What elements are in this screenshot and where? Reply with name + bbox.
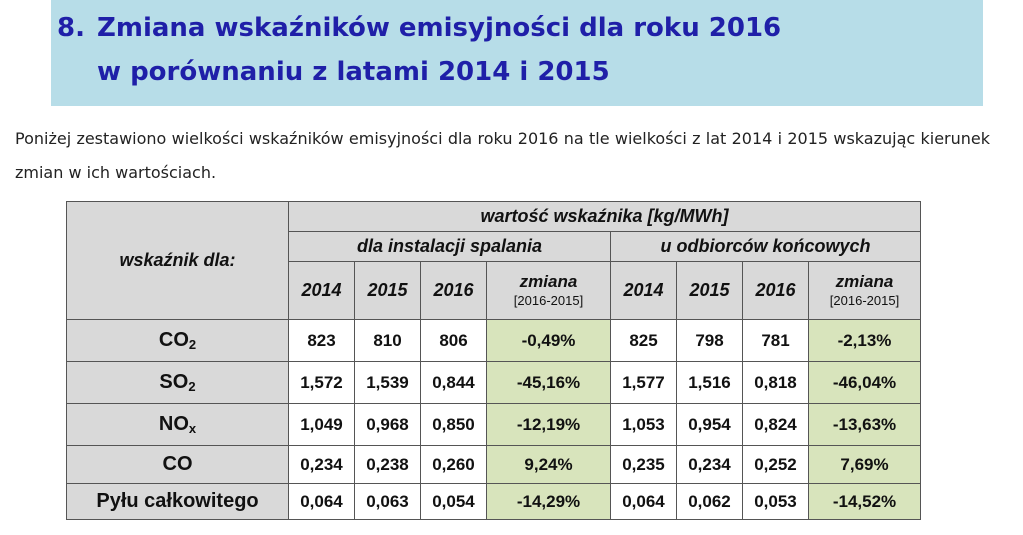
value-cell: 0,968 <box>354 403 421 446</box>
year-header: 2016 <box>420 261 487 320</box>
section-number: 8. <box>57 13 85 43</box>
value-cell: 0,238 <box>354 445 421 484</box>
value-cell: 0,234 <box>288 445 355 484</box>
change-cell: 7,69% <box>808 445 921 484</box>
value-cell: 0,954 <box>676 403 743 446</box>
value-cell: 806 <box>420 319 487 362</box>
table-row: SO2 1,572 1,539 0,844 -45,16% 1,577 1,51… <box>66 361 921 404</box>
intro-paragraph: Poniżej zestawiono wielkości wskaźników … <box>15 129 990 182</box>
value-cell: 1,049 <box>288 403 355 446</box>
value-cell: 798 <box>676 319 743 362</box>
value-cell: 0,063 <box>354 483 421 520</box>
change-cell: -2,13% <box>808 319 921 362</box>
change-header: zmiana [2016-2015] <box>486 261 611 320</box>
value-cell: 810 <box>354 319 421 362</box>
value-cell: 0,054 <box>420 483 487 520</box>
value-cell: 1,053 <box>610 403 677 446</box>
change-cell: -12,19% <box>486 403 611 446</box>
value-cell: 0,844 <box>420 361 487 404</box>
value-cell: 0,260 <box>420 445 487 484</box>
value-cell: 0,252 <box>742 445 809 484</box>
change-range: [2016-2015] <box>513 292 584 308</box>
value-cell: 0,234 <box>676 445 743 484</box>
row-label: NOx <box>66 403 289 446</box>
change-cell: -0,49% <box>486 319 611 362</box>
heading-line-2: w porównaniu z latami 2014 i 2015 <box>97 57 610 87</box>
value-cell: 0,818 <box>742 361 809 404</box>
year-header: 2014 <box>288 261 355 320</box>
table-row: CO2 823 810 806 -0,49% 825 798 781 -2,13… <box>66 319 921 362</box>
subgroup-installations: dla instalacji spalania <box>288 231 611 262</box>
group-header: wartość wskaźnika [kg/MWh] <box>288 201 921 232</box>
change-cell: -45,16% <box>486 361 611 404</box>
year-header: 2016 <box>742 261 809 320</box>
row-label: CO2 <box>66 319 289 362</box>
value-cell: 0,824 <box>742 403 809 446</box>
value-cell: 1,572 <box>288 361 355 404</box>
value-cell: 1,516 <box>676 361 743 404</box>
value-cell: 0,850 <box>420 403 487 446</box>
change-cell: -46,04% <box>808 361 921 404</box>
row-header-cell: wskaźnik dla: <box>66 201 289 320</box>
change-label: zmiana <box>519 271 578 291</box>
value-cell: 781 <box>742 319 809 362</box>
change-header: zmiana [2016-2015] <box>808 261 921 320</box>
table-row: NOx 1,049 0,968 0,850 -12,19% 1,053 0,95… <box>66 403 921 446</box>
value-cell: 1,577 <box>610 361 677 404</box>
change-range: [2016-2015] <box>829 292 900 308</box>
value-cell: 0,235 <box>610 445 677 484</box>
emission-factors-table: wskaźnik dla: wartość wskaźnika [kg/MWh]… <box>66 201 921 520</box>
subgroup-end-users: u odbiorców końcowych <box>610 231 921 262</box>
year-header: 2015 <box>676 261 743 320</box>
row-label: SO2 <box>66 361 289 404</box>
value-cell: 0,064 <box>610 483 677 520</box>
value-cell: 0,062 <box>676 483 743 520</box>
table-row: CO 0,234 0,238 0,260 9,24% 0,235 0,234 0… <box>66 445 921 484</box>
section-banner <box>51 0 983 106</box>
table-row: Pyłu całkowitego 0,064 0,063 0,054 -14,2… <box>66 483 921 520</box>
change-cell: -14,52% <box>808 483 921 520</box>
value-cell: 0,053 <box>742 483 809 520</box>
value-cell: 825 <box>610 319 677 362</box>
year-header: 2014 <box>610 261 677 320</box>
heading-line-1: Zmiana wskaźników emisyjności dla roku 2… <box>97 13 782 43</box>
change-cell: 9,24% <box>486 445 611 484</box>
change-cell: -14,29% <box>486 483 611 520</box>
value-cell: 1,539 <box>354 361 421 404</box>
change-cell: -13,63% <box>808 403 921 446</box>
change-label: zmiana <box>835 271 894 291</box>
year-header: 2015 <box>354 261 421 320</box>
row-label: CO <box>66 445 289 484</box>
value-cell: 0,064 <box>288 483 355 520</box>
section-heading: 8. Zmiana wskaźników emisyjności dla roku… <box>57 6 781 94</box>
value-cell: 823 <box>288 319 355 362</box>
row-label: Pyłu całkowitego <box>66 483 289 520</box>
